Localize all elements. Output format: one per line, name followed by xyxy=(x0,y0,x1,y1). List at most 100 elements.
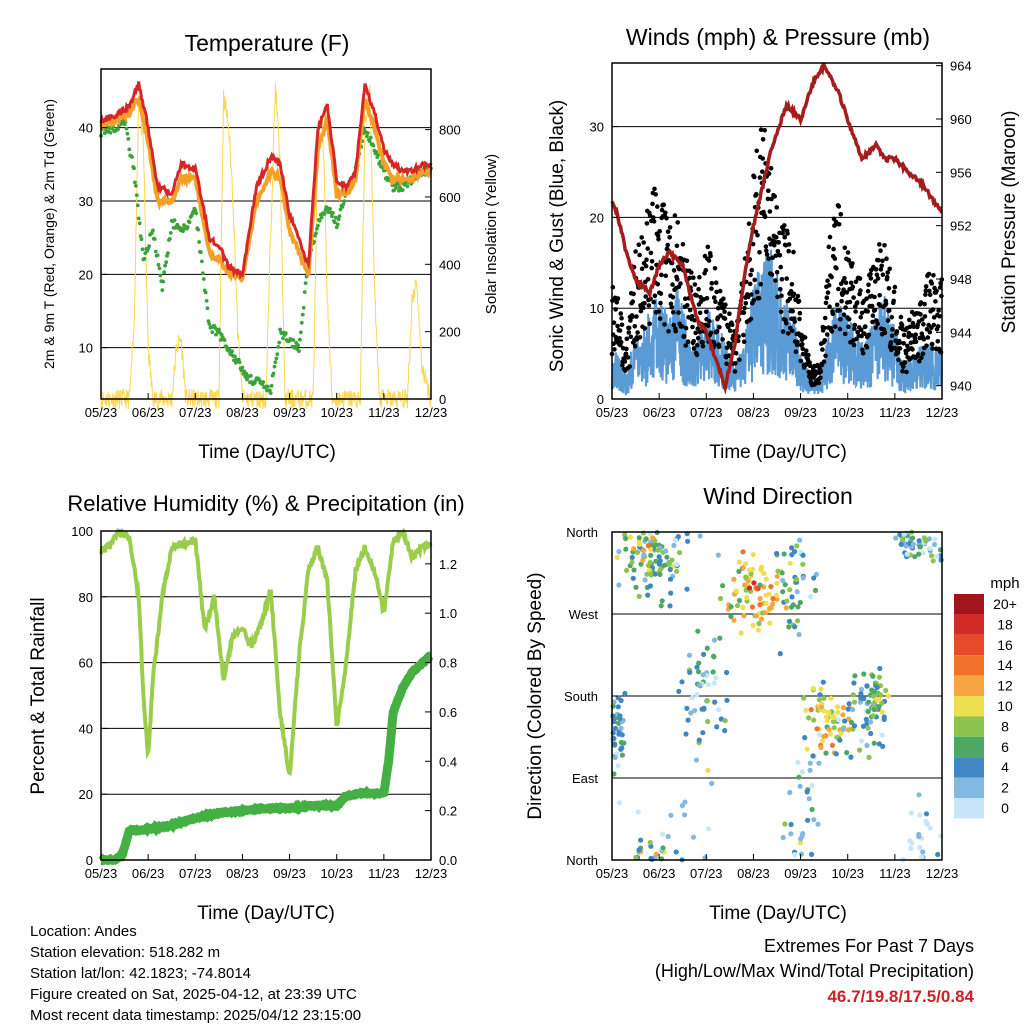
direction-point xyxy=(653,542,659,548)
gust-point xyxy=(800,341,805,347)
gust-point xyxy=(705,323,711,329)
gust-point xyxy=(878,248,883,253)
gust-point xyxy=(711,295,717,300)
direction-point xyxy=(664,554,670,560)
gust-point xyxy=(673,328,678,334)
legend-swatch xyxy=(954,696,984,717)
direction-point xyxy=(786,624,792,630)
direction-point xyxy=(834,704,841,710)
dewpoint-point xyxy=(139,237,144,242)
x-tick-label: 05/23 xyxy=(596,866,629,881)
direction-point xyxy=(686,652,693,658)
gust-point xyxy=(778,309,784,315)
gust-point xyxy=(717,324,722,330)
gust-point xyxy=(709,286,714,292)
gust-point xyxy=(652,186,657,192)
gust-point xyxy=(848,280,854,286)
dewpoint-point xyxy=(203,290,208,295)
x-tick-label: 07/23 xyxy=(690,866,723,881)
direction-point xyxy=(797,599,803,606)
gust-point xyxy=(691,346,697,351)
dewpoint-point xyxy=(335,222,340,227)
gust-point xyxy=(626,325,632,331)
gust-point xyxy=(704,296,710,301)
direction-point xyxy=(885,693,891,699)
gust-point xyxy=(862,331,867,337)
direction-point xyxy=(797,537,803,543)
gust-point xyxy=(615,296,621,301)
dewpoint-point xyxy=(342,199,347,204)
legend-swatch xyxy=(954,777,984,798)
direction-point xyxy=(683,731,689,737)
direction-point xyxy=(623,546,629,552)
gust-point xyxy=(703,268,709,273)
legend-label: 16 xyxy=(997,637,1013,653)
x-tick-label: 05/23 xyxy=(85,405,118,420)
gust-point xyxy=(791,291,797,297)
gust-point xyxy=(838,212,844,217)
direction-point xyxy=(777,651,783,657)
direction-point xyxy=(919,854,925,860)
direction-point xyxy=(796,631,802,638)
dewpoint-point xyxy=(374,150,379,154)
gust-point xyxy=(836,222,842,227)
y-tick-label: 40 xyxy=(79,121,93,136)
dewpoint-point xyxy=(367,139,372,144)
direction-point xyxy=(767,605,773,611)
direction-point xyxy=(774,573,780,579)
y-tick-label: 20 xyxy=(590,210,604,225)
gust-point xyxy=(707,319,712,324)
gust-point xyxy=(778,286,783,292)
direction-point xyxy=(684,705,690,711)
y-tick-label: 600 xyxy=(439,190,461,205)
gust-point xyxy=(923,292,928,297)
direction-point xyxy=(712,699,718,705)
pressure-line xyxy=(610,63,943,395)
gust-point xyxy=(712,266,718,271)
gust-point xyxy=(670,294,676,300)
direction-xlabel: Time (Day/UTC) xyxy=(709,903,847,924)
direction-point xyxy=(880,743,886,750)
created-text: Figure created on Sat, 2025-04-12, at 23… xyxy=(30,986,357,1003)
direction-point xyxy=(835,717,842,723)
direction-point xyxy=(731,617,737,623)
gust-point xyxy=(888,340,894,345)
direction-point xyxy=(927,825,933,831)
gust-point xyxy=(631,291,636,297)
direction-point xyxy=(883,687,889,694)
gust-point xyxy=(667,235,672,240)
direction-point xyxy=(610,713,616,719)
direction-point xyxy=(826,709,832,715)
location-text: Location: Andes xyxy=(30,923,137,940)
y-tick-label: 100 xyxy=(71,524,93,539)
gust-point xyxy=(625,355,631,360)
direction-point xyxy=(750,623,756,629)
dewpoint-point xyxy=(193,208,198,213)
direction-point xyxy=(917,544,923,550)
direction-point xyxy=(640,530,647,536)
direction-point xyxy=(792,624,798,630)
gust-point xyxy=(877,242,882,247)
gust-point xyxy=(628,334,634,340)
direction-point xyxy=(611,719,617,725)
x-tick-label: 06/23 xyxy=(132,866,165,881)
x-tick-label: 11/23 xyxy=(368,405,400,420)
direction-point xyxy=(930,558,936,564)
direction-point xyxy=(619,745,625,751)
gust-point xyxy=(764,248,769,254)
gust-point xyxy=(823,300,829,306)
direction-point xyxy=(808,707,814,713)
x-tick-label: 08/23 xyxy=(737,405,770,420)
temperature-title: Temperature (F) xyxy=(185,30,350,56)
direction-point xyxy=(921,535,928,541)
gust-point xyxy=(680,242,686,247)
gust-point xyxy=(748,272,753,278)
direction-point xyxy=(633,584,639,590)
dewpoint-point xyxy=(330,214,334,219)
pressure-ylabel: Station Pressure (Maroon) xyxy=(999,111,1020,334)
gust-point xyxy=(778,264,783,270)
gust-point xyxy=(892,284,898,290)
direction-point xyxy=(864,742,870,749)
dewpoint-point xyxy=(341,202,346,207)
direction-point xyxy=(794,576,800,583)
